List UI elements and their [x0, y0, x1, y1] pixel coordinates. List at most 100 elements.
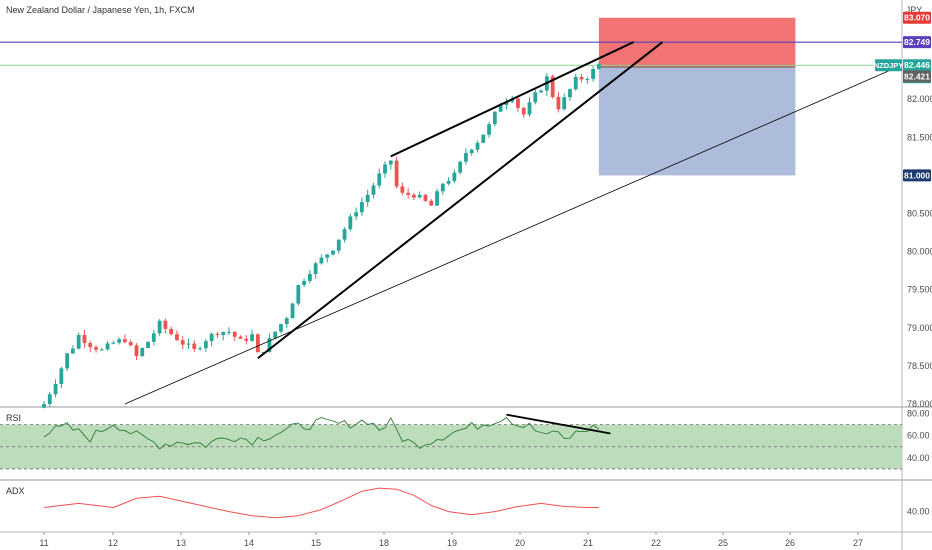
take-profit-zone[interactable] — [598, 67, 796, 176]
candle[interactable] — [290, 303, 295, 319]
candle[interactable] — [504, 101, 509, 105]
candle[interactable] — [406, 192, 411, 195]
candle[interactable] — [244, 338, 249, 341]
candle[interactable] — [458, 161, 463, 173]
candle[interactable] — [498, 104, 503, 112]
candle[interactable] — [151, 333, 156, 342]
candle[interactable] — [123, 339, 127, 343]
candle[interactable] — [487, 124, 491, 135]
candle[interactable] — [394, 160, 399, 187]
adx-line[interactable] — [43, 487, 599, 519]
candle[interactable] — [273, 331, 278, 339]
candle[interactable] — [521, 107, 526, 115]
candle[interactable] — [157, 320, 162, 334]
candle[interactable] — [47, 394, 52, 405]
candle[interactable] — [591, 68, 595, 79]
candle[interactable] — [400, 186, 405, 193]
candle[interactable] — [267, 338, 272, 352]
candle[interactable] — [59, 368, 64, 384]
candle[interactable] — [417, 194, 422, 198]
candle[interactable] — [412, 194, 416, 198]
rsi-line[interactable] — [43, 416, 600, 450]
rsi-divergence-line[interactable] — [506, 413, 611, 435]
candle[interactable] — [336, 239, 341, 251]
candle[interactable] — [313, 263, 318, 275]
candle[interactable] — [198, 348, 202, 350]
candle[interactable] — [192, 343, 197, 349]
candle[interactable] — [284, 318, 289, 325]
candle[interactable] — [475, 142, 480, 150]
candle[interactable] — [255, 334, 260, 353]
candle[interactable] — [94, 347, 98, 350]
candle[interactable] — [492, 111, 497, 125]
candle[interactable] — [42, 404, 46, 408]
candle[interactable] — [579, 77, 584, 80]
candle[interactable] — [82, 334, 87, 344]
candle[interactable] — [65, 353, 70, 369]
long-support-trendline[interactable] — [124, 68, 894, 405]
candle[interactable] — [562, 97, 567, 110]
candle[interactable] — [516, 98, 520, 108]
candle[interactable] — [279, 324, 283, 332]
candle[interactable] — [209, 333, 214, 342]
candle[interactable] — [296, 285, 301, 304]
candle[interactable] — [250, 334, 254, 341]
candle[interactable] — [105, 343, 110, 350]
candle[interactable] — [117, 339, 122, 343]
candle[interactable] — [146, 341, 150, 349]
candle[interactable] — [533, 92, 538, 103]
candle[interactable] — [76, 334, 81, 349]
candle[interactable] — [302, 280, 306, 286]
candle[interactable] — [169, 328, 174, 335]
candle[interactable] — [539, 90, 543, 93]
candle[interactable] — [140, 348, 145, 357]
candle[interactable] — [203, 341, 208, 349]
wedge-upper-trendline[interactable] — [390, 41, 634, 158]
candle[interactable] — [331, 250, 335, 255]
candle[interactable] — [464, 153, 468, 162]
candle[interactable] — [377, 173, 382, 186]
candle[interactable] — [435, 191, 439, 206]
candle[interactable] — [99, 349, 104, 351]
wedge-lower-trendline[interactable] — [257, 41, 664, 360]
candle[interactable] — [348, 216, 353, 230]
candle[interactable] — [227, 331, 231, 333]
candle[interactable] — [128, 342, 133, 346]
candle[interactable] — [596, 64, 601, 69]
candle[interactable] — [585, 78, 590, 80]
candle[interactable] — [221, 331, 226, 335]
candle[interactable] — [371, 185, 376, 195]
candle[interactable] — [319, 257, 324, 264]
candle[interactable] — [134, 345, 139, 357]
candle[interactable] — [429, 200, 434, 206]
candle[interactable] — [53, 383, 58, 395]
candle[interactable] — [307, 274, 312, 281]
candle[interactable] — [163, 320, 168, 329]
candle[interactable] — [238, 336, 243, 339]
candle[interactable] — [175, 334, 179, 341]
candle[interactable] — [568, 89, 572, 98]
candle[interactable] — [383, 164, 387, 174]
candle[interactable] — [452, 172, 457, 182]
candle[interactable] — [186, 343, 191, 345]
candle[interactable] — [446, 181, 451, 184]
candle[interactable] — [481, 134, 486, 143]
candle[interactable] — [527, 102, 532, 115]
candle[interactable] — [180, 340, 185, 345]
candle[interactable] — [215, 333, 220, 335]
candle[interactable] — [388, 160, 393, 165]
candle[interactable] — [360, 202, 364, 213]
candle[interactable] — [365, 194, 370, 203]
candle[interactable] — [440, 183, 445, 192]
candle[interactable] — [111, 342, 116, 344]
candle[interactable] — [342, 229, 347, 240]
candle[interactable] — [573, 77, 578, 90]
candle[interactable] — [469, 149, 474, 154]
candle[interactable] — [325, 254, 330, 258]
candle[interactable] — [423, 194, 428, 201]
candle[interactable] — [71, 348, 75, 354]
candle[interactable] — [88, 343, 93, 348]
candle[interactable] — [550, 76, 555, 97]
candle[interactable] — [232, 331, 237, 337]
